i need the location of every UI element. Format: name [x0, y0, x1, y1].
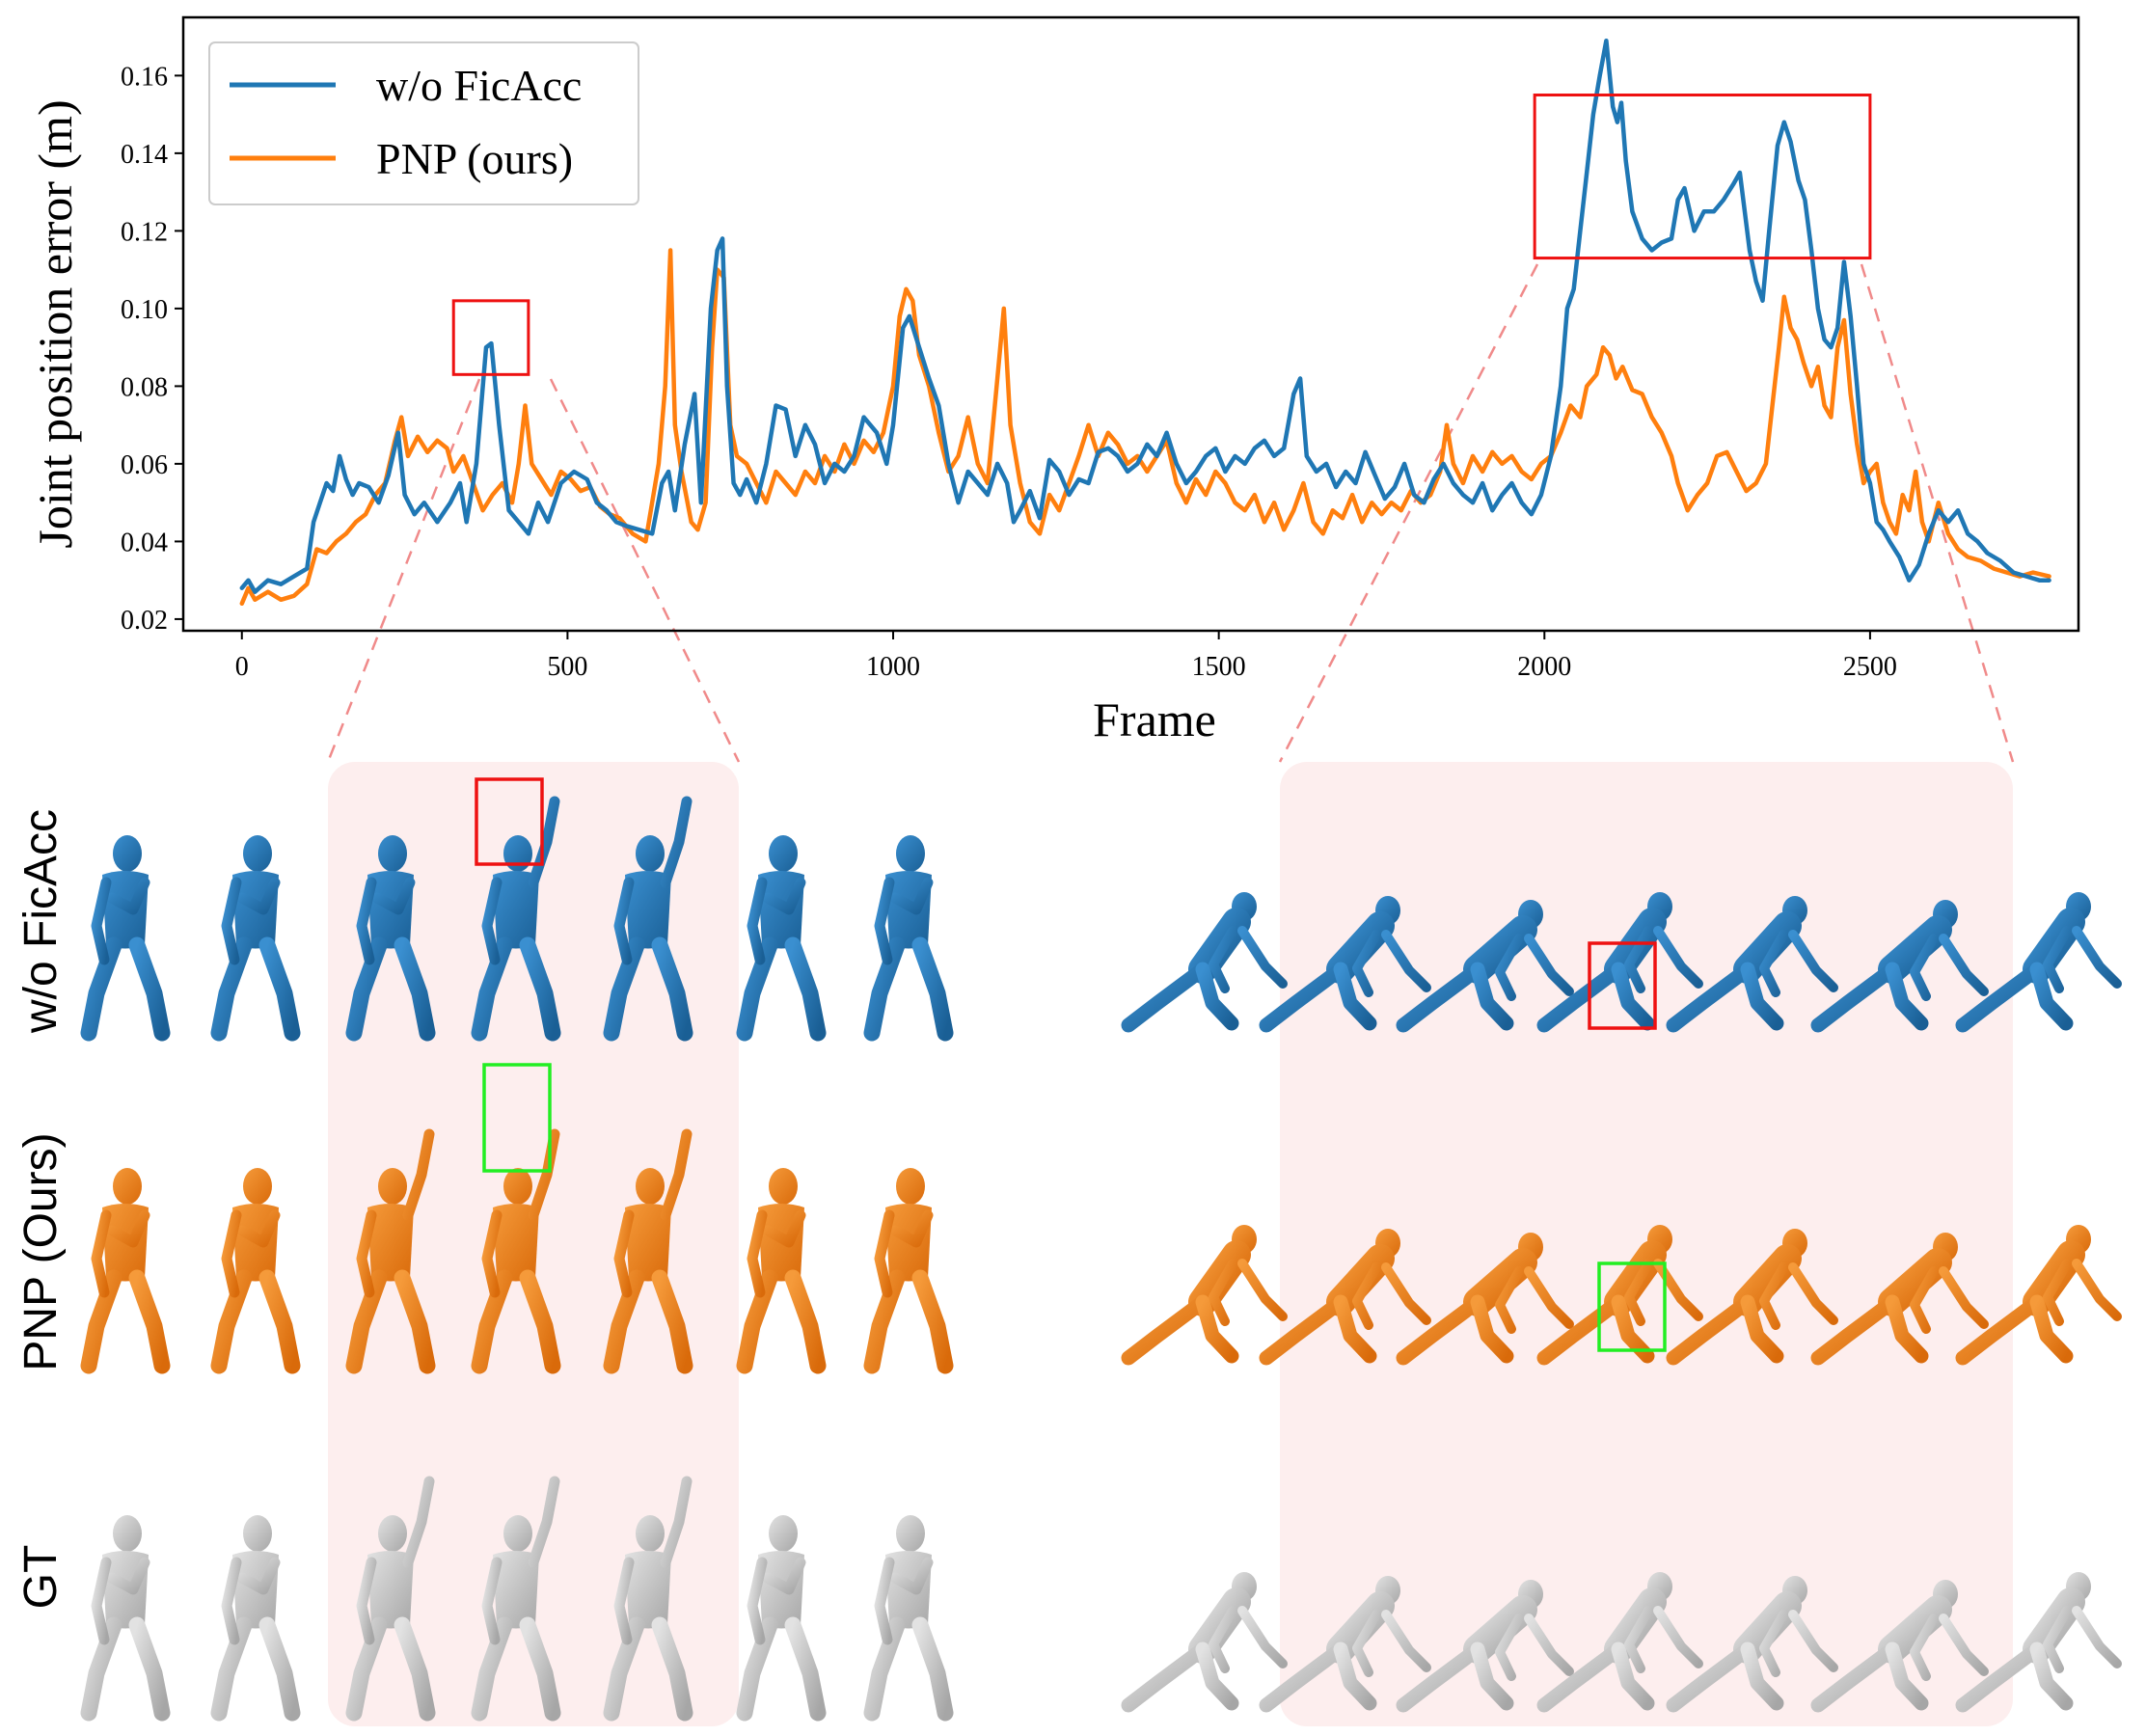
figure-gt-left-1 — [80, 1515, 171, 1722]
figure-pnp-ours-left-7 — [863, 1168, 954, 1374]
figure-pnp-ours-right-5 — [1666, 1229, 1838, 1366]
x-axis-title: Frame — [1093, 692, 1216, 746]
figure-wo-ficacc-right-4 — [1536, 892, 1703, 1033]
figure-wo-ficacc-right-7 — [1955, 892, 2122, 1033]
figure-gt-left-2 — [210, 1515, 301, 1722]
zoom-connectors — [326, 263, 2015, 763]
series-layer — [239, 38, 2051, 607]
figure-pnp-ours-left-6 — [736, 1168, 827, 1374]
row-label-gt: GT — [15, 1545, 67, 1610]
y-tick-label: 0.14 — [121, 140, 168, 170]
figure-gt-right-4 — [1536, 1572, 1703, 1713]
series-line-pnp-ours — [239, 248, 2051, 607]
figure-pnp-ours-right-2 — [1259, 1229, 1431, 1366]
figure-pnp-ours-right-6 — [1810, 1233, 1989, 1366]
correct-box-middle-left — [482, 1063, 552, 1173]
y-tick-label: 0.06 — [121, 450, 168, 480]
figure-wo-ficacc-right-2 — [1259, 896, 1431, 1033]
y-tick-label: 0.08 — [121, 372, 168, 402]
figure-wo-ficacc-left-5 — [603, 796, 693, 1042]
x-tick-label: 2000 — [1517, 652, 1571, 682]
row-label-wo-ficacc: w/o FicAcc — [15, 809, 67, 1034]
figure-gt-right-3 — [1396, 1580, 1574, 1713]
figure-gt-right-7 — [1955, 1572, 2122, 1713]
series-line-wo-ficacc — [239, 38, 2051, 594]
figure-pnp-ours-left-2 — [210, 1168, 301, 1374]
figure-pnp-ours-left-4 — [471, 1128, 561, 1374]
y-tick-label: 0.16 — [121, 62, 168, 92]
y-axis-title: Joint position error (m) — [28, 99, 82, 548]
figure-gt-left-7 — [863, 1515, 954, 1722]
figure-gt-right-2 — [1259, 1576, 1431, 1713]
x-tick-label: 2500 — [1843, 652, 1897, 682]
error-box-top-left — [475, 777, 544, 866]
body-mesh-figures — [80, 796, 2122, 1722]
plot-area — [181, 15, 2080, 633]
y-tick-label: 0.02 — [121, 606, 168, 636]
y-tick-label: 0.12 — [121, 217, 168, 247]
figure-gt-left-5 — [603, 1476, 693, 1722]
error-box-top-right — [1588, 941, 1657, 1030]
x-tick-label: 0 — [235, 652, 249, 682]
figure-wo-ficacc-right-6 — [1810, 900, 1989, 1033]
axis-ticks: 0 500 1000 1500 2000 2500 0.02 0.04 0.06 0.08 0.10… — [121, 62, 1897, 682]
figure-gt-left-3 — [345, 1476, 436, 1722]
figure-gt-right-5 — [1666, 1576, 1838, 1713]
y-tick-label: 0.04 — [121, 528, 168, 557]
figure-pnp-ours-right-7 — [1955, 1225, 2122, 1366]
figure-gt-right-6 — [1810, 1580, 1989, 1713]
x-tick-label: 1000 — [866, 652, 920, 682]
highlight-boxes — [451, 94, 1872, 376]
figure-wo-ficacc-right-1 — [1121, 892, 1288, 1033]
figure-wo-ficacc-left-1 — [80, 835, 171, 1042]
figure-pnp-ours-right-1 — [1121, 1225, 1288, 1366]
figure-pnp-ours-left-3 — [345, 1128, 436, 1374]
figure-pnp-ours-left-5 — [603, 1128, 693, 1374]
legend: w/o FicAcc PNP (ours) — [208, 41, 639, 205]
y-tick-label: 0.10 — [121, 295, 168, 325]
figure-wo-ficacc-left-6 — [736, 835, 827, 1042]
zoom-box-1 — [451, 299, 530, 376]
figure-wo-ficacc-left-3 — [345, 835, 436, 1042]
correct-box-middle-right — [1597, 1261, 1667, 1352]
figure-wo-ficacc-right-3 — [1396, 900, 1574, 1033]
figure-wo-ficacc-left-4 — [471, 796, 561, 1042]
figure-gt-right-1 — [1121, 1572, 1288, 1713]
figure-wo-ficacc-left-7 — [863, 835, 954, 1042]
figure-gt-left-4 — [471, 1476, 561, 1722]
figure-pnp-ours-right-3 — [1396, 1233, 1574, 1366]
figure-wo-ficacc-right-5 — [1666, 896, 1838, 1033]
figure-wo-ficacc-left-2 — [210, 835, 301, 1042]
row-label-pnp-ours: PNP (Ours) — [15, 1132, 67, 1370]
figure-pnp-ours-left-1 — [80, 1168, 171, 1374]
figure-gt-left-6 — [736, 1515, 827, 1722]
zoom-box-2 — [1533, 94, 1872, 260]
legend-label-blue: w/o FicAcc — [376, 61, 582, 110]
x-tick-label: 500 — [547, 652, 587, 682]
x-tick-label: 1500 — [1192, 652, 1246, 682]
legend-label-orange: PNP (ours) — [376, 134, 573, 183]
